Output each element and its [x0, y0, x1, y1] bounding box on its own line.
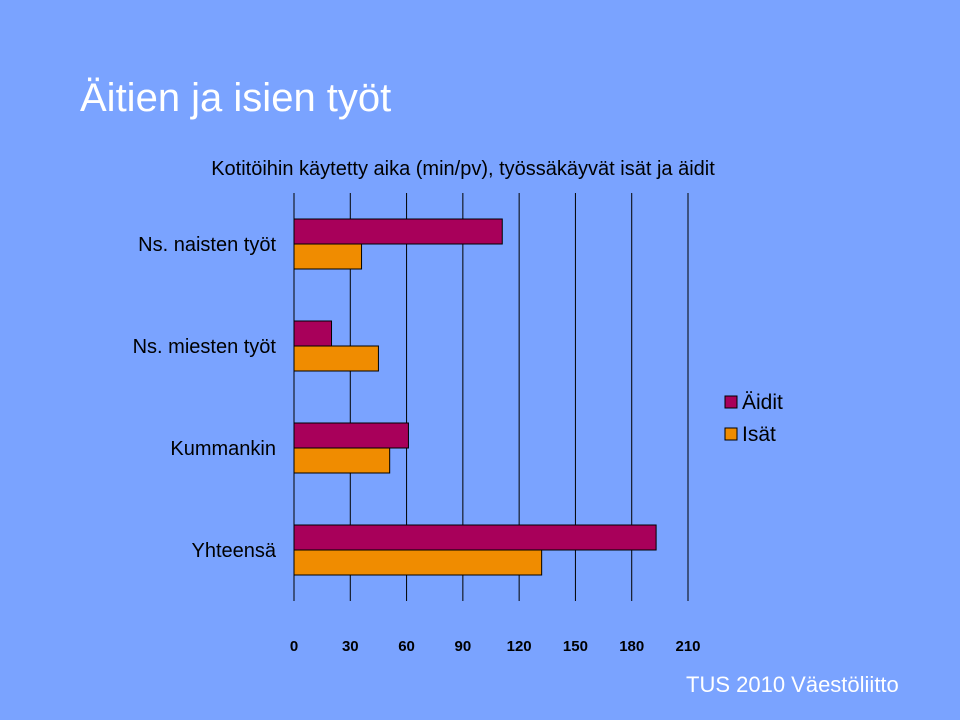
- slide-title: Äitien ja isien työt: [80, 76, 392, 120]
- bar-isat: [293, 447, 391, 474]
- x-tick-label: 120: [507, 638, 532, 655]
- x-tick-label: 60: [398, 638, 415, 655]
- chart-title: Kotitöihin käytetty aika (min/pv), työss…: [211, 158, 715, 180]
- category-labels: Ns. naisten työt Ns. miesten työt Kummanki…: [133, 234, 277, 562]
- x-tick-label: 210: [675, 638, 700, 655]
- category-label: Yhteensä: [191, 540, 276, 562]
- bar-aidit: [293, 422, 409, 449]
- category-label: Kummankin: [170, 438, 276, 460]
- category-label: Ns. miesten työt: [133, 336, 277, 358]
- legend-swatch: [724, 395, 738, 409]
- x-tick-label: 90: [455, 638, 472, 655]
- x-tick-label: 0: [290, 638, 298, 655]
- bar-isat: [293, 549, 543, 576]
- footer-credit: TUS 2010 Väestöliitto: [686, 672, 899, 697]
- category-label: Ns. naisten työt: [138, 234, 276, 256]
- bar-isat: [293, 243, 363, 270]
- bar-aidit: [293, 524, 657, 551]
- legend-label: Isät: [742, 423, 776, 446]
- bar-aidit: [293, 320, 333, 347]
- legend-swatch: [724, 427, 738, 441]
- legend-label: Äidit: [742, 391, 783, 414]
- bars: [293, 218, 657, 576]
- bar-aidit: [293, 218, 503, 245]
- legend: Äidit Isät: [724, 391, 783, 446]
- x-tick-label: 150: [563, 638, 588, 655]
- x-tick-labels: 0 30 60 90 120 150 180 210: [290, 638, 701, 655]
- x-tick-label: 30: [342, 638, 359, 655]
- bar-isat: [293, 345, 379, 372]
- x-tick-label: 180: [619, 638, 644, 655]
